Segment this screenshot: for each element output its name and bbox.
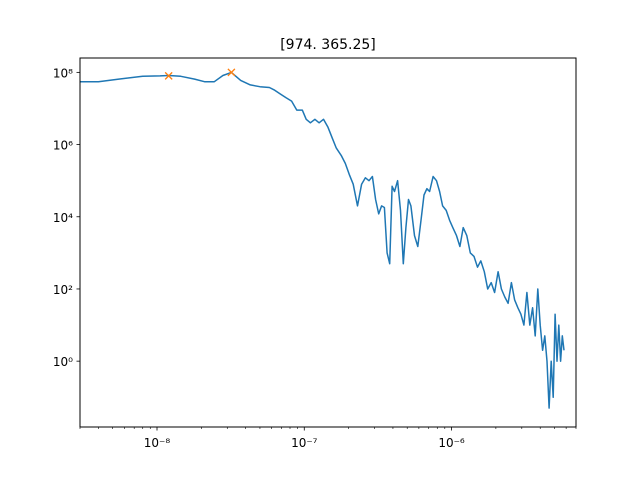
series-line: [80, 71, 565, 409]
axes-frame: [79, 57, 577, 428]
chart-title: [974. 365.25]: [280, 37, 376, 53]
peak-marker: [164, 71, 173, 80]
plot-area: [80, 68, 565, 409]
x-tick-label: 10⁻⁸: [144, 436, 171, 450]
peak-marker: [227, 68, 236, 77]
x-tick-label: 10⁻⁷: [291, 436, 318, 450]
y-tick-label: 10²: [53, 283, 73, 297]
y-tick-label: 10⁰: [53, 355, 73, 369]
x-tick-label: 10⁻⁶: [438, 436, 465, 450]
major-ticks: 10⁻⁸ 10⁻⁷ 10⁻⁶ 10⁰ 10² 10⁴ 10⁶ 10⁸: [53, 66, 465, 450]
y-tick-label: 10⁴: [53, 211, 73, 225]
marker-stroke: [227, 68, 236, 77]
y-tick-label: 10⁶: [53, 139, 73, 153]
marker-stroke: [164, 71, 173, 80]
y-tick-label: 10⁸: [53, 66, 73, 80]
